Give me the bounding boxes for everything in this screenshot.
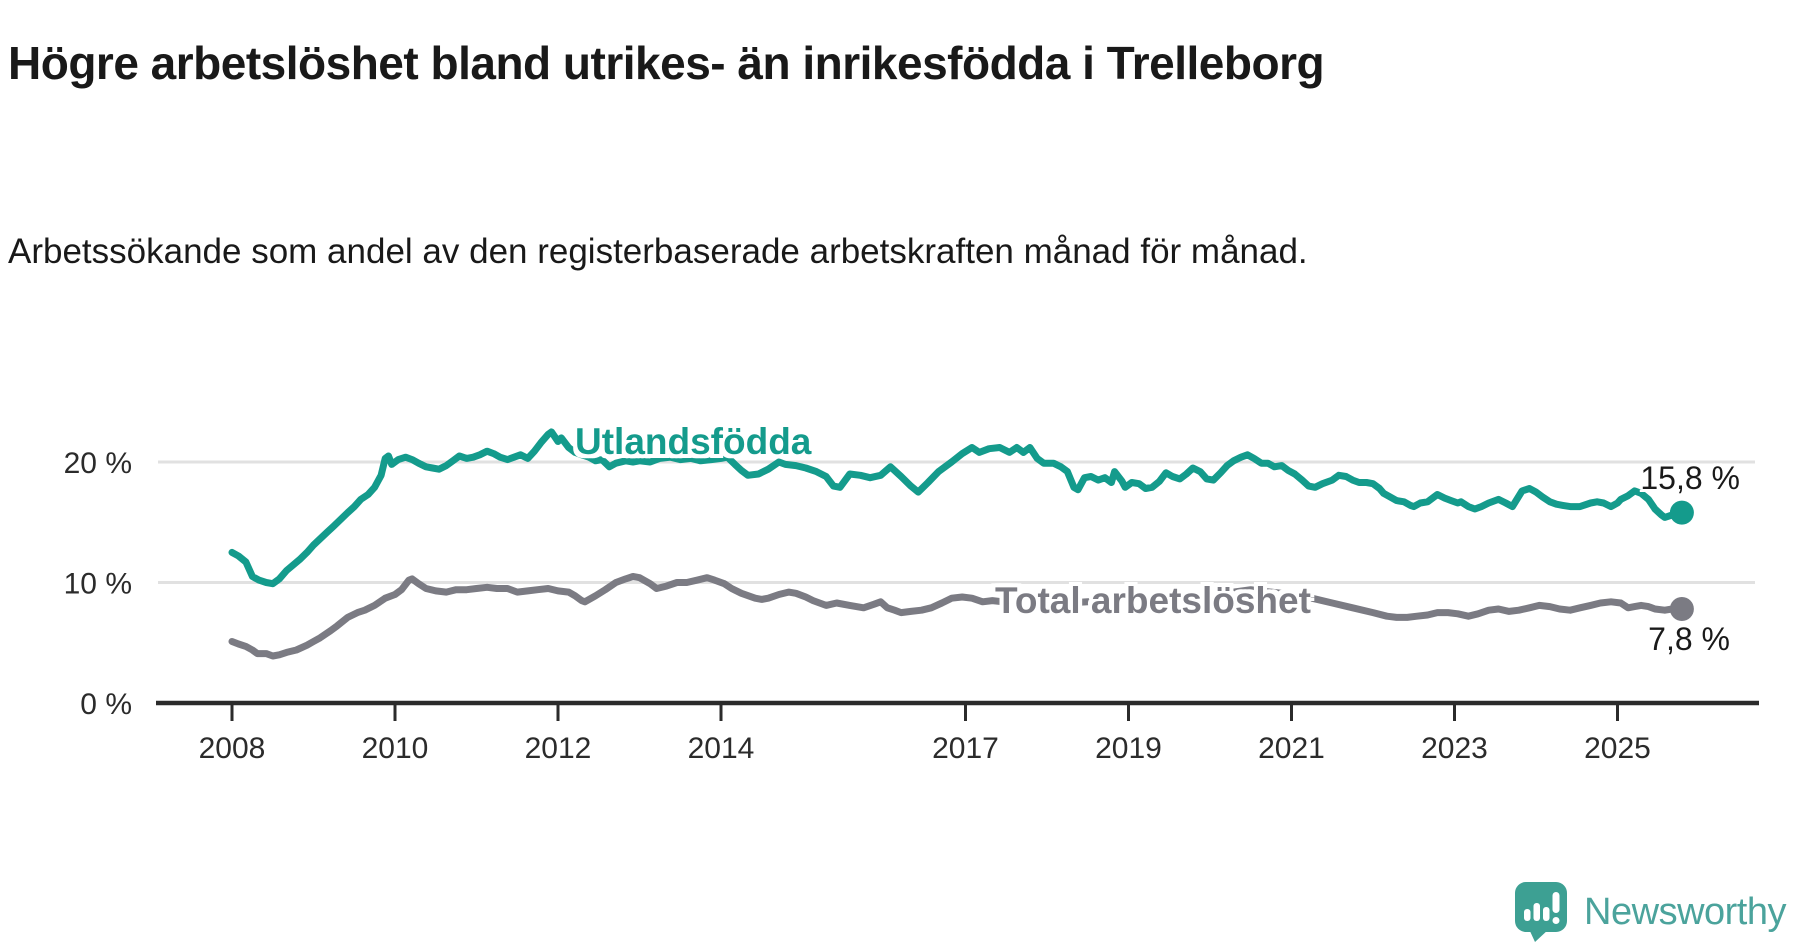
x-tick-label: 2012 [525,732,592,765]
x-tick-label: 2008 [199,732,266,765]
series-line-0 [228,428,1686,588]
x-tick-label: 2019 [1095,732,1162,765]
series-end-dot-1 [1669,597,1694,622]
x-tick-label: 2023 [1421,732,1488,765]
x-tick-label: 2025 [1584,732,1651,765]
branding: Newsworthy [1514,880,1786,944]
series-label-total-arbetsloshet: Total arbetslöshet [995,580,1311,621]
series-end-dot-0 [1669,500,1694,525]
end-value-label-total: 7,8 % [1648,621,1730,657]
y-tick-label: 0 % [80,688,132,721]
brand-name: Newsworthy [1584,890,1786,933]
series-line-1 [228,573,1686,660]
page-title: Högre arbetslöshet bland utrikes- än inr… [8,36,1325,89]
x-tick-label: 2017 [932,732,999,765]
y-tick-label: 20 % [64,447,132,480]
x-tick-label: 2014 [688,732,755,765]
series-label-utlandsfodda: Utlandsfödda [575,421,812,462]
x-tick-label: 2010 [362,732,429,765]
newsworthy-logo-icon [1515,882,1568,942]
y-tick-label: 10 % [64,568,132,601]
x-tick-label: 2021 [1258,732,1325,765]
end-value-label-utlandsfodda: 15,8 % [1640,460,1740,496]
page-subtitle: Arbetssökande som andel av den registerb… [8,232,1308,271]
